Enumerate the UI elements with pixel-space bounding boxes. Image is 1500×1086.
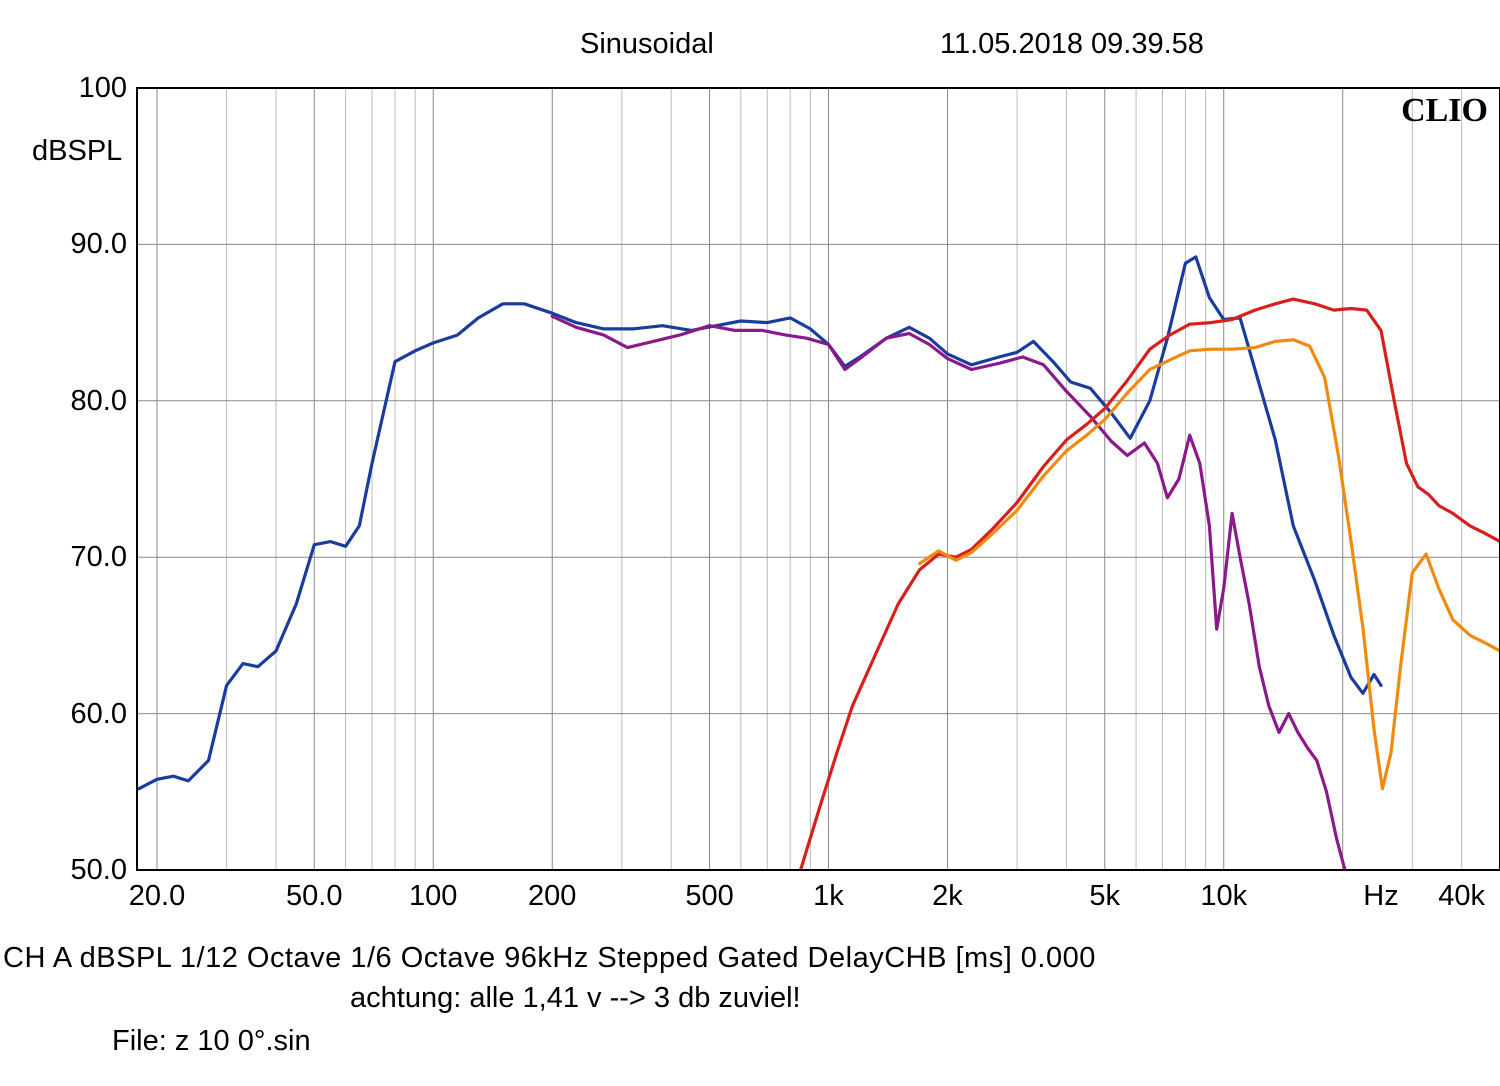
y-tick-label: 80.0 — [37, 385, 127, 418]
x-tick-label: 1k — [813, 880, 844, 913]
x-tick-label: 50.0 — [286, 880, 342, 913]
y-tick-label: 90.0 — [37, 228, 127, 261]
footer-line2: achtung: alle 1,41 v --> 3 db zuviel! — [350, 982, 801, 1015]
x-tick-label: 200 — [528, 880, 576, 913]
chart-container: Sinusoidal 11.05.2018 09.39.58 CLIO dBSP… — [0, 0, 1500, 1086]
footer-line1: CH A dBSPL 1/12 Octave 1/6 Octave 96kHz … — [3, 942, 1096, 975]
x-tick-label: 500 — [685, 880, 733, 913]
chart-title: Sinusoidal — [580, 28, 714, 61]
x-tick-label: 5k — [1089, 880, 1120, 913]
y-tick-label: 60.0 — [37, 698, 127, 731]
x-tick-label: 100 — [409, 880, 457, 913]
x-tick-label: 20.0 — [129, 880, 185, 913]
y-tick-label: 100 — [37, 72, 127, 105]
x-tick-label: Hz — [1363, 880, 1398, 913]
x-tick-label: 2k — [932, 880, 963, 913]
x-tick-label: 40k — [1438, 880, 1485, 913]
y-tick-label: 70.0 — [37, 541, 127, 574]
brand-logo: CLIO — [1401, 92, 1488, 130]
chart-datetime: 11.05.2018 09.39.58 — [940, 28, 1204, 61]
y-tick-label: 50.0 — [37, 854, 127, 887]
y-axis-unit: dBSPL — [32, 135, 122, 168]
x-tick-label: 10k — [1200, 880, 1247, 913]
footer-file: File: z 10 0°.sin — [112, 1025, 311, 1058]
chart-svg — [0, 0, 1500, 1086]
